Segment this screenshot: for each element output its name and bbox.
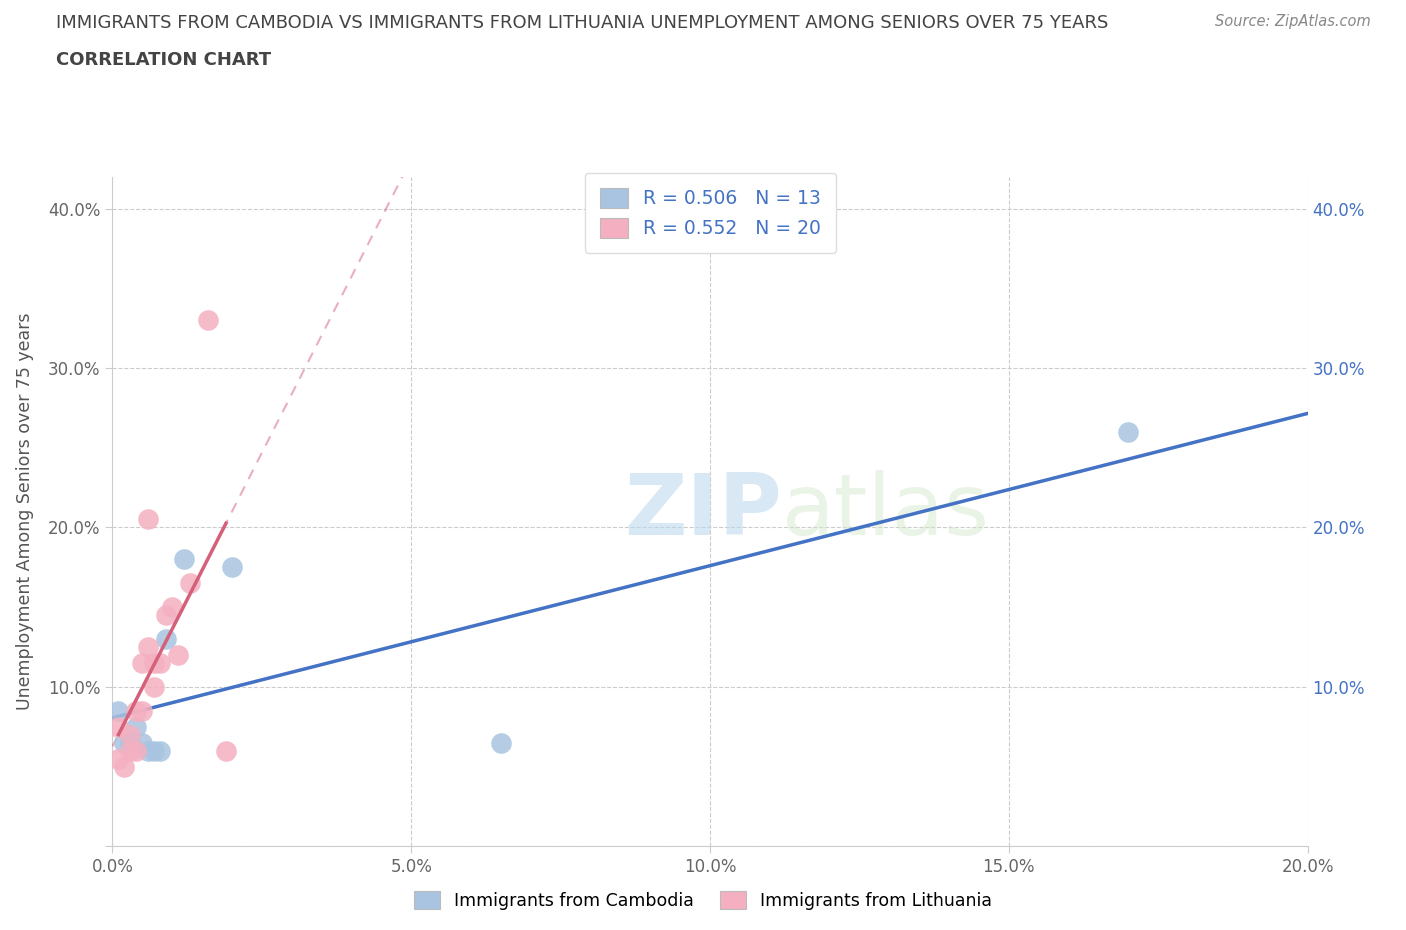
Point bbox=[107, 703, 129, 718]
Point bbox=[489, 736, 512, 751]
Point bbox=[138, 512, 160, 527]
Y-axis label: Unemployment Among Seniors over 75 years: Unemployment Among Seniors over 75 years bbox=[17, 312, 34, 711]
Point bbox=[107, 719, 129, 734]
Point bbox=[143, 680, 166, 695]
Point bbox=[179, 576, 201, 591]
Point bbox=[143, 656, 166, 671]
Point bbox=[173, 551, 195, 566]
Legend: R = 0.506   N = 13, R = 0.552   N = 20: R = 0.506 N = 13, R = 0.552 N = 20 bbox=[585, 173, 835, 253]
Point bbox=[131, 736, 153, 751]
Point bbox=[215, 743, 238, 758]
Point bbox=[114, 759, 135, 774]
Point bbox=[167, 647, 190, 662]
Point bbox=[221, 560, 243, 575]
Point bbox=[138, 640, 160, 655]
Point bbox=[125, 703, 148, 718]
Text: ZIP: ZIP bbox=[624, 470, 782, 553]
Point bbox=[155, 607, 177, 622]
Point bbox=[107, 751, 129, 766]
Point bbox=[197, 312, 219, 327]
Point bbox=[120, 727, 142, 742]
Text: atlas: atlas bbox=[782, 470, 990, 553]
Point bbox=[149, 743, 172, 758]
Point bbox=[114, 736, 135, 751]
Point bbox=[162, 600, 183, 615]
Point bbox=[155, 631, 177, 646]
Point bbox=[143, 743, 166, 758]
Point bbox=[1118, 424, 1140, 439]
Text: IMMIGRANTS FROM CAMBODIA VS IMMIGRANTS FROM LITHUANIA UNEMPLOYMENT AMONG SENIORS: IMMIGRANTS FROM CAMBODIA VS IMMIGRANTS F… bbox=[56, 14, 1108, 32]
Point bbox=[125, 719, 148, 734]
Point bbox=[120, 743, 142, 758]
Legend: Immigrants from Cambodia, Immigrants from Lithuania: Immigrants from Cambodia, Immigrants fro… bbox=[408, 884, 998, 917]
Point bbox=[149, 656, 172, 671]
Point bbox=[131, 703, 153, 718]
Point bbox=[138, 743, 160, 758]
Point bbox=[125, 743, 148, 758]
Point bbox=[131, 656, 153, 671]
Point bbox=[120, 736, 142, 751]
Text: CORRELATION CHART: CORRELATION CHART bbox=[56, 51, 271, 69]
Text: Source: ZipAtlas.com: Source: ZipAtlas.com bbox=[1215, 14, 1371, 29]
